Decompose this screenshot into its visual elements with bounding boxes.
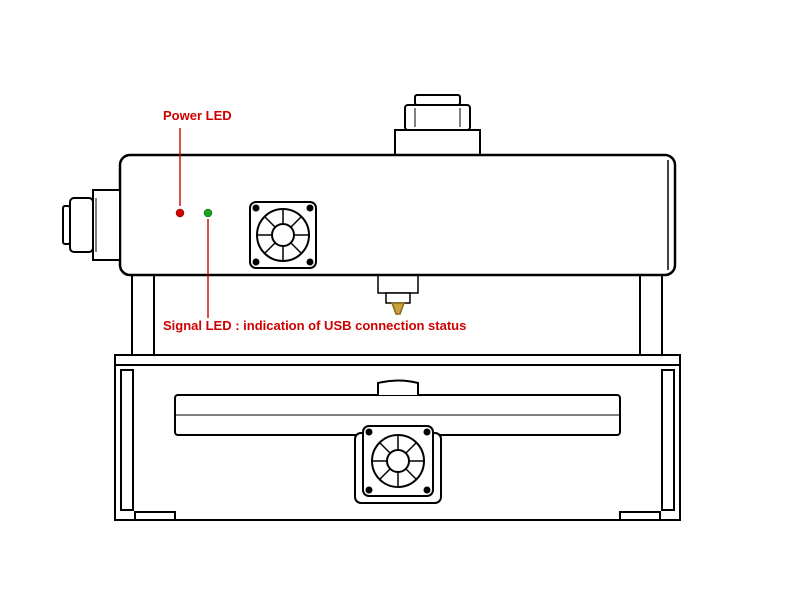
label-power: Power LED [163,108,232,123]
hotend [378,275,418,314]
base-top-bar [115,355,680,365]
side-rail-right [662,370,674,510]
upper-fan [250,202,316,268]
top-connector [395,95,480,155]
diagram-canvas: Power LED Signal LED : indication of USB… [0,0,798,600]
lower-fan-hub [387,450,409,472]
side-connector [63,190,120,260]
signal-led [204,209,212,217]
foot-right [620,512,660,520]
power-led [176,209,184,217]
upper-fan-hub [272,224,294,246]
nozzle-tip [392,303,404,314]
upper-box [120,155,675,275]
tray-notch [378,381,418,396]
side-rail-left [121,370,133,510]
foot-left [135,512,175,520]
label-signal: Signal LED : indication of USB connectio… [163,318,466,333]
lower-fan [355,426,441,503]
